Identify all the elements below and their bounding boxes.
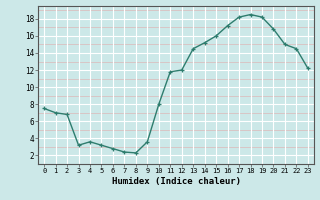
X-axis label: Humidex (Indice chaleur): Humidex (Indice chaleur) [111, 177, 241, 186]
